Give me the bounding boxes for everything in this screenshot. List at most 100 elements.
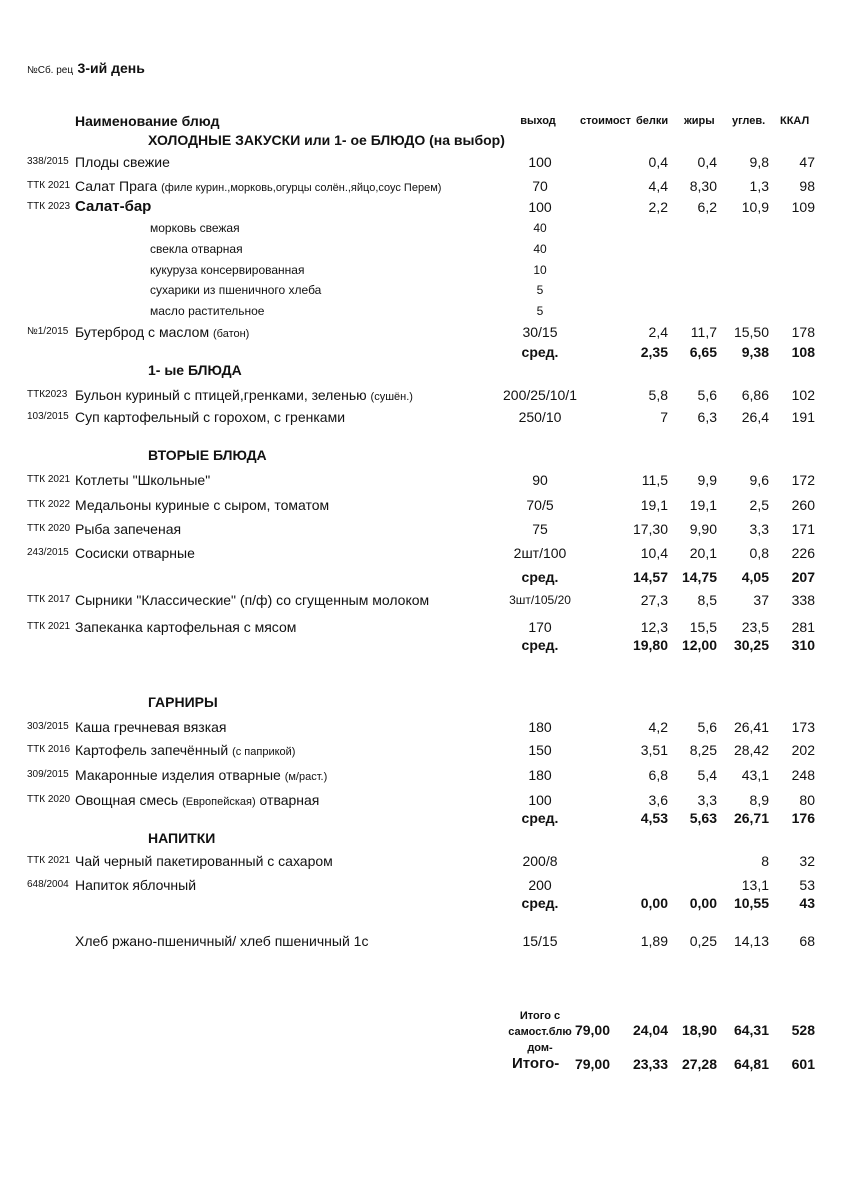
dish-note: (батон) xyxy=(212,328,250,340)
day-title: 3-ий день xyxy=(77,60,145,76)
fat: 5,63 xyxy=(689,810,717,826)
dish-row: ТТК 2016 Картофель запечённый (с паприкой… xyxy=(0,741,849,759)
section-heading: ХОЛОДНЫЕ ЗАКУСКИ или 1- ое БЛЮДО (на выб… xyxy=(0,131,849,149)
yield: 180 xyxy=(528,719,552,735)
recipe-code: ТТК 2021 xyxy=(27,180,71,191)
fat: 11,7 xyxy=(690,324,717,340)
recipe-code: ТТК 2021 xyxy=(27,621,71,632)
average-row: сред. 0,00 0,00 10,55 43 xyxy=(0,894,849,912)
protein: 11,5 xyxy=(641,472,668,488)
yield: 100 xyxy=(528,792,552,808)
kcal: 98 xyxy=(799,178,815,194)
dish-name: Медальоны куриные с сыром, томатом xyxy=(75,496,329,514)
carbs: 15,50 xyxy=(733,324,769,340)
average-row: сред. 2,35 6,65 9,38 108 xyxy=(0,343,849,361)
yield: 5 xyxy=(536,283,544,297)
dish-name-text: Сырники "Классические" (п/ф) со сгущенны… xyxy=(75,592,430,608)
dish-name-text: Суп картофельный с горохом, с гренками xyxy=(75,409,346,425)
kcal: 108 xyxy=(791,344,815,360)
dish-name-suffix: отварная xyxy=(259,792,320,808)
dish-note: (Европейская) xyxy=(182,796,256,808)
protein: 2,4 xyxy=(648,324,668,340)
protein: 4,53 xyxy=(640,810,668,826)
yield: сред. xyxy=(521,810,559,826)
yield: 70/5 xyxy=(526,497,554,513)
dish-name: Бульон куриный с птицей,гренками, зелень… xyxy=(75,386,413,406)
section-heading: ВТОРЫЕ БЛЮДА xyxy=(0,446,849,464)
total-label: самост.блю xyxy=(508,1026,572,1038)
dish-name-text: ХОЛОДНЫЕ ЗАКУСКИ или 1- ое БЛЮДО (на выб… xyxy=(148,132,505,148)
ingredient-row: сухарики из пшеничного хлеба 5 xyxy=(0,281,849,299)
carbs: 2,5 xyxy=(749,497,769,513)
dish-name: масло растительное xyxy=(150,302,264,320)
dish-name-text: Бутерброд с маслом xyxy=(75,324,210,340)
day-header: №Сб. рец 3-ий день xyxy=(27,60,145,78)
recipe-code: ТТК 2020 xyxy=(27,523,71,534)
yield: сред. xyxy=(521,569,559,585)
dish-row: ТТК2023 Бульон куриный с птицей,гренками,… xyxy=(0,386,849,404)
kcal: 32 xyxy=(799,853,815,869)
fat: 6,3 xyxy=(697,409,717,425)
total-cost: 79,00 xyxy=(574,1056,610,1072)
yield: сред. xyxy=(521,637,559,653)
carbs: 1,3 xyxy=(749,178,769,194)
dish-name-text: Картофель запечённый xyxy=(75,742,229,758)
protein: 19,80 xyxy=(632,637,668,653)
fat: 0,00 xyxy=(689,895,717,911)
recipe-code: 303/2015 xyxy=(27,721,69,732)
total-label: дом- xyxy=(527,1042,553,1054)
dish-row: 338/2015 Плоды свежие 100 0,4 0,4 9,8 47 xyxy=(0,153,849,171)
dish-row: Хлеб ржано-пшеничный/ хлеб пшеничный 1с 1… xyxy=(0,932,849,950)
protein: 14,57 xyxy=(632,569,668,585)
yield: 5 xyxy=(536,304,544,318)
dish-name-text: морковь свежая xyxy=(150,221,240,235)
total-kcal: 528 xyxy=(791,1022,815,1038)
fat: 0,4 xyxy=(697,154,717,170)
dish-name: ВТОРЫЕ БЛЮДА xyxy=(148,446,267,464)
protein: 12,3 xyxy=(640,619,668,635)
recipe-code: ТТК 2016 xyxy=(27,744,71,755)
dish-name-text: Рыба запеченая xyxy=(75,521,182,537)
protein: 2,35 xyxy=(640,344,668,360)
kcal: 80 xyxy=(799,792,815,808)
recipe-code: 243/2015 xyxy=(27,547,69,558)
col-kcal: ККАЛ xyxy=(780,115,810,127)
yield: 10 xyxy=(533,263,547,277)
yield: 150 xyxy=(528,742,552,758)
recipe-prefix: №Сб. рец xyxy=(27,65,74,76)
carbs: 9,8 xyxy=(749,154,769,170)
carbs: 10,9 xyxy=(741,199,769,215)
dish-name: Сырники "Классические" (п/ф) со сгущенны… xyxy=(75,591,429,609)
total-with-own-dishes-row: Итого с самост.блю дом- 79,00 24,04 18,9… xyxy=(0,1008,849,1068)
carbs: 14,13 xyxy=(733,933,769,949)
kcal: 248 xyxy=(791,767,815,783)
dish-name-text: Котлеты "Школьные" xyxy=(75,472,211,488)
kcal: 260 xyxy=(791,497,815,513)
recipe-code: ТТК 2017 xyxy=(27,594,71,605)
dish-name-text: Салат-бар xyxy=(75,198,152,215)
recipe-code: ТТК 2020 xyxy=(27,794,71,805)
fat: 6,2 xyxy=(697,199,717,215)
carbs: 30,25 xyxy=(733,637,769,653)
dish-name: кукуруза консервированная xyxy=(150,261,304,279)
fat: 6,65 xyxy=(689,344,717,360)
dish-name: свекла отварная xyxy=(150,240,243,258)
dish-row: ТТК 2022 Медальоны куриные с сыром, томат… xyxy=(0,496,849,514)
dish-name-text: ГАРНИРЫ xyxy=(148,694,218,710)
total-fat: 18,90 xyxy=(681,1022,717,1038)
yield: 200/8 xyxy=(522,853,558,869)
dish-name-text: Чай черный пакетированный с сахаром xyxy=(75,853,333,869)
recipe-code: ТТК2023 xyxy=(27,389,68,400)
kcal: 53 xyxy=(799,877,815,893)
kcal: 102 xyxy=(791,387,815,403)
average-row: сред. 14,57 14,75 4,05 207 xyxy=(0,568,849,586)
dish-name-text: Запеканка картофельная с мясом xyxy=(75,619,297,635)
carbs: 26,41 xyxy=(733,719,769,735)
yield: 180 xyxy=(528,767,552,783)
protein: 0,00 xyxy=(640,895,668,911)
yield: сред. xyxy=(521,344,559,360)
total-protein: 24,04 xyxy=(632,1022,668,1038)
fat: 9,90 xyxy=(689,521,717,537)
yield: 170 xyxy=(528,619,552,635)
